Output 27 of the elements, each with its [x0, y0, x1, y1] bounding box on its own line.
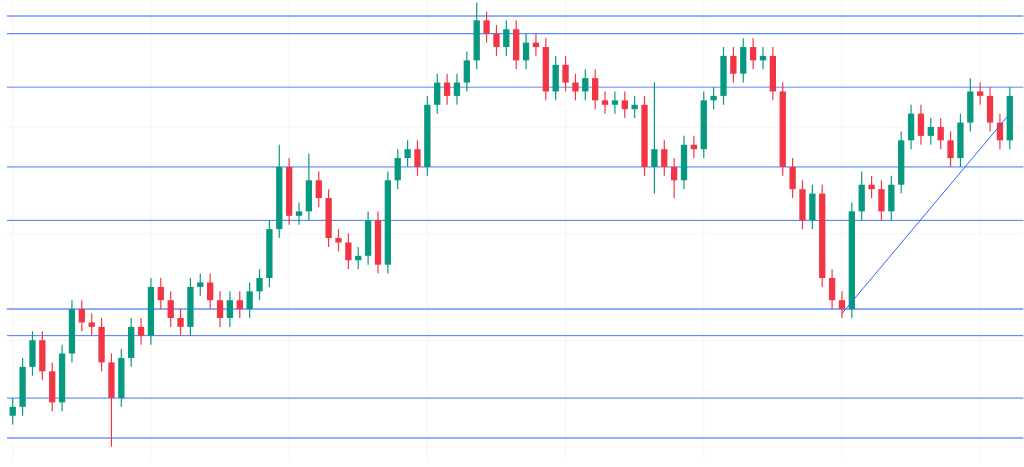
candlestick: [947, 130, 954, 168]
candlestick: [404, 139, 411, 168]
candlestick: [325, 188, 332, 248]
candlestick: [345, 233, 352, 270]
candlestick: [414, 139, 421, 177]
candlestick: [266, 219, 273, 288]
candlestick: [19, 357, 26, 417]
candlestick: [651, 82, 658, 195]
candlestick: [730, 46, 737, 84]
candlestick: [799, 179, 806, 230]
candlestick: [256, 268, 263, 301]
candlestick: [29, 330, 36, 377]
candlestick: [246, 281, 253, 319]
candlestick: [562, 55, 569, 93]
candlestick: [98, 317, 105, 372]
candlestick: [187, 277, 194, 337]
candlestick: [424, 95, 431, 177]
candlestick: [809, 184, 816, 230]
candlestick: [957, 113, 964, 168]
candlestick: [483, 10, 490, 44]
candlestick: [108, 352, 115, 448]
candlestick: [641, 95, 648, 177]
candlestick: [177, 308, 184, 337]
candlestick: [789, 157, 796, 199]
candlestick: [720, 46, 727, 106]
candlestick: [878, 179, 885, 221]
candlestick: [493, 24, 500, 57]
